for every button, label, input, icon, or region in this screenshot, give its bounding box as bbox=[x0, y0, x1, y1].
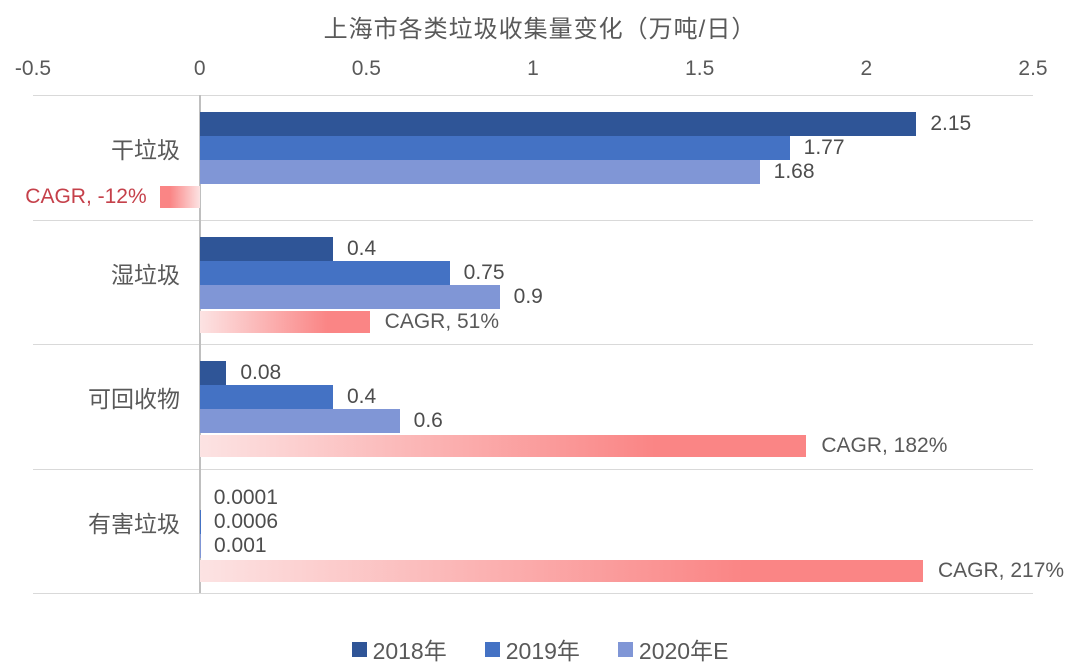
bar-2020e bbox=[199, 160, 760, 184]
legend-label: 2020年E bbox=[638, 638, 729, 664]
value-label: 0.4 bbox=[347, 385, 377, 408]
value-label: 2.15 bbox=[930, 112, 972, 135]
gridline bbox=[33, 344, 1033, 345]
cagr-label: CAGR, 51% bbox=[384, 309, 500, 333]
x-tick-label: 0.5 bbox=[351, 57, 381, 80]
legend-item: 2018年 bbox=[351, 632, 447, 666]
gridline bbox=[33, 593, 1033, 594]
x-tick-label: 0 bbox=[193, 57, 206, 80]
legend-item: 2020年E bbox=[617, 632, 729, 666]
category-label: 干垃圾 bbox=[111, 137, 180, 163]
x-tick-label: 2 bbox=[860, 57, 873, 80]
zero-axis-line bbox=[198, 95, 201, 593]
legend-label: 2018年 bbox=[372, 638, 447, 664]
bar-2019 bbox=[199, 260, 450, 285]
gridline bbox=[33, 219, 1033, 221]
cagr-label: CAGR, -12% bbox=[25, 185, 147, 208]
value-label: 0.6 bbox=[413, 409, 443, 432]
bar-2019 bbox=[199, 385, 333, 409]
legend-item: 2019年 bbox=[484, 632, 580, 666]
bar-cagr bbox=[199, 559, 923, 582]
legend-swatch-2020e bbox=[617, 641, 633, 657]
x-tick-label: 1 bbox=[527, 57, 539, 80]
bar-cagr bbox=[199, 435, 807, 457]
value-label: 1.68 bbox=[773, 160, 815, 183]
x-tick-label: 2.5 bbox=[1018, 57, 1048, 80]
value-label: 0.4 bbox=[347, 236, 377, 260]
bar-2018 bbox=[199, 361, 227, 385]
category-label: 可回收物 bbox=[88, 386, 180, 412]
legend-label: 2019年 bbox=[505, 638, 580, 664]
value-label: 1.77 bbox=[803, 136, 845, 159]
x-tick-label: -0.5 bbox=[14, 57, 52, 80]
bar-2018 bbox=[199, 236, 333, 261]
gridline bbox=[33, 468, 1033, 470]
category-label: 有害垃圾 bbox=[88, 510, 180, 537]
bar-cagr bbox=[199, 310, 370, 333]
x-tick-label: 1.5 bbox=[685, 57, 715, 80]
legend: 2018年 2019年 2020年E bbox=[0, 632, 1080, 666]
value-label: 0.001 bbox=[214, 533, 267, 557]
cagr-label: CAGR, 182% bbox=[821, 434, 948, 457]
value-label: 0.75 bbox=[463, 260, 505, 284]
value-label: 0.0001 bbox=[213, 485, 278, 509]
bar-2020e bbox=[199, 409, 400, 433]
value-label: 0.9 bbox=[513, 284, 543, 308]
bar-2019 bbox=[199, 136, 790, 160]
bar-2018 bbox=[199, 112, 917, 136]
value-label: 0.08 bbox=[240, 361, 282, 384]
legend-swatch-2019 bbox=[484, 641, 500, 657]
value-label: 0.0006 bbox=[213, 509, 279, 533]
legend-swatch-2018 bbox=[351, 641, 367, 657]
x-axis-ticks: -0.5 0 0.5 1 1.5 2 2.5 bbox=[0, 57, 1080, 83]
bar-cagr bbox=[159, 186, 200, 208]
chart-title: 上海市各类垃圾收集量变化（万吨/日） bbox=[323, 16, 757, 43]
bar-2020e bbox=[199, 284, 500, 309]
cagr-label: CAGR, 217% bbox=[938, 558, 1065, 582]
gridline bbox=[33, 95, 1033, 96]
category-label: 湿垃圾 bbox=[111, 261, 180, 288]
